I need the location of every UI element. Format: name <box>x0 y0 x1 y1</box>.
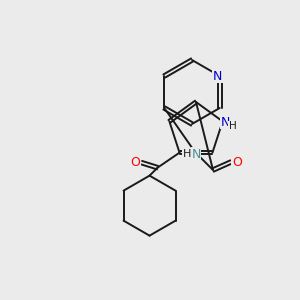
Text: H: H <box>229 121 236 131</box>
Text: N: N <box>213 70 222 83</box>
Text: H: H <box>183 149 191 159</box>
Text: O: O <box>130 156 140 169</box>
Text: N: N <box>191 148 201 160</box>
Text: O: O <box>232 155 242 169</box>
Text: N: N <box>221 116 230 129</box>
